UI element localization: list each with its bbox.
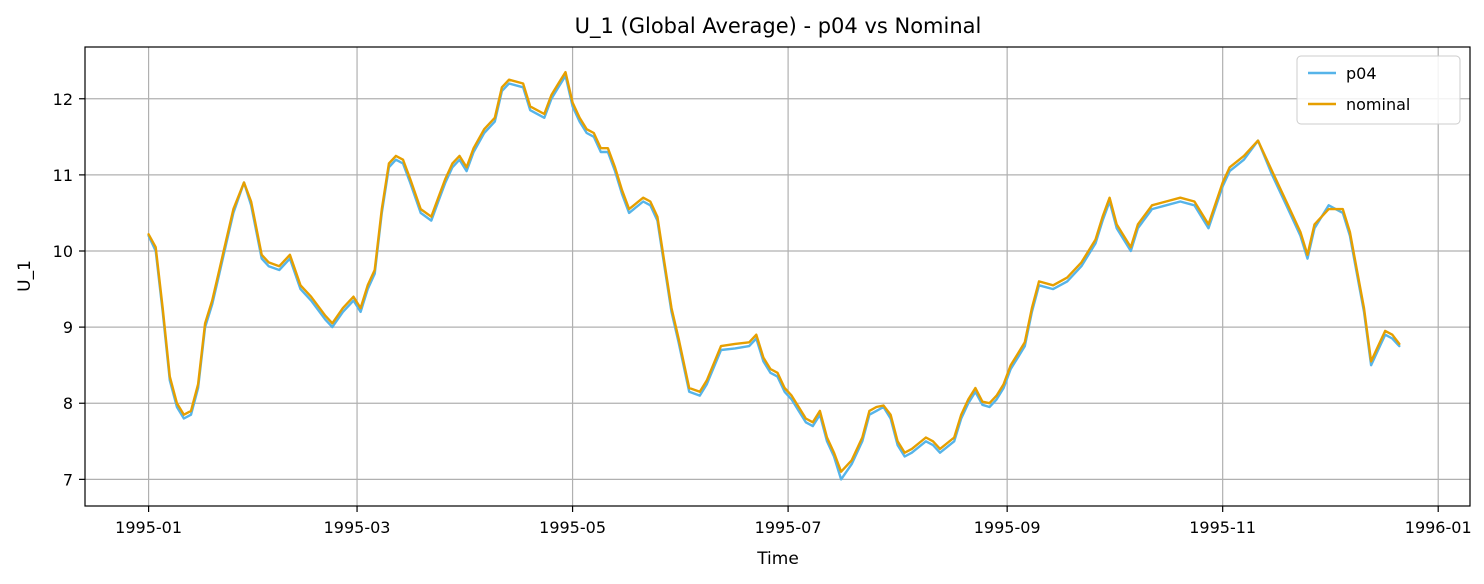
legend: p04 nominal (1296, 55, 1461, 125)
legend-label-p04: p04 (1346, 64, 1377, 83)
x-tick-label: 1995-03 (324, 518, 391, 537)
y-tick-label: 7 (63, 470, 73, 489)
x-tick-label: 1995-07 (755, 518, 822, 537)
series-line-p04 (147, 74, 1401, 481)
series-layer (147, 70, 1401, 481)
legend-box (1296, 55, 1461, 125)
y-axis-title: U_1 (15, 260, 35, 292)
y-tick-label: 10 (53, 242, 73, 261)
y-axis: 7 8 9 10 11 12 (53, 90, 85, 489)
series-line-nominal (147, 70, 1401, 473)
x-axis-title: Time (756, 549, 799, 569)
x-tick-label: 1995-11 (1189, 518, 1256, 537)
x-tick-label: 1996-01 (1405, 518, 1472, 537)
x-axis: 1995-01 1995-03 1995-05 1995-07 1995-09 1995-… (115, 506, 1472, 537)
legend-label-nominal: nominal (1346, 95, 1410, 114)
y-tick-label: 8 (63, 394, 73, 413)
y-tick-label: 9 (63, 318, 73, 337)
grid (85, 47, 1470, 506)
x-tick-label: 1995-05 (539, 518, 606, 537)
x-tick-label: 1995-01 (115, 518, 182, 537)
x-tick-label: 1995-09 (974, 518, 1041, 537)
plot-frame (84, 46, 1471, 507)
y-tick-label: 11 (53, 166, 73, 185)
chart-title: U_1 (Global Average) - p04 vs Nominal (575, 14, 982, 39)
y-tick-label: 12 (53, 90, 73, 109)
